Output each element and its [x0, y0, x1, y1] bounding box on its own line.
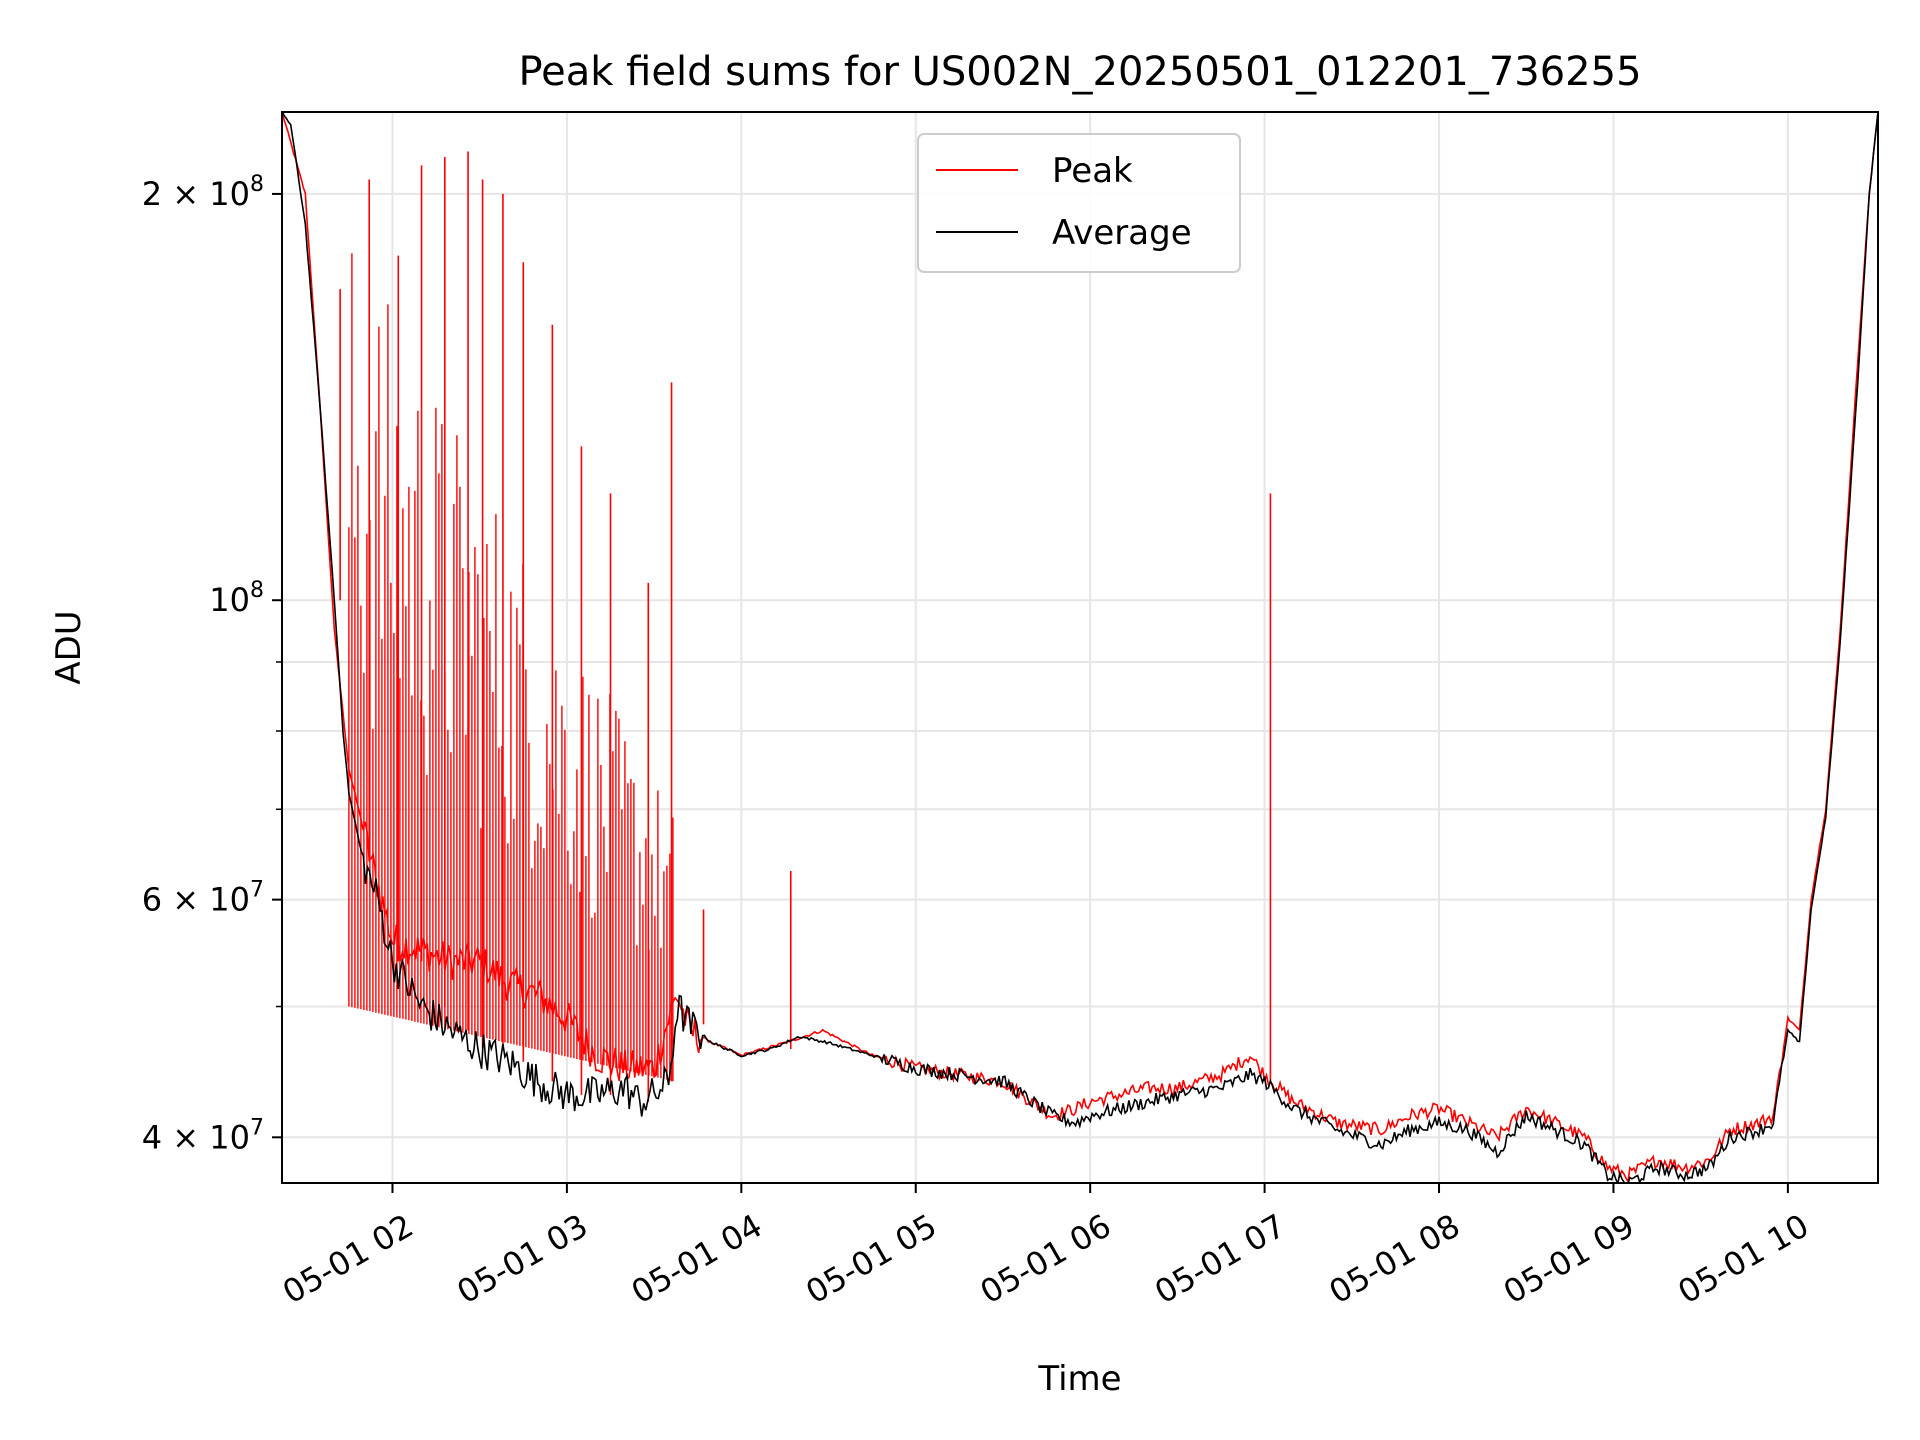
legend-label-average: Average: [1052, 213, 1192, 253]
series-layer: [282, 112, 1878, 1183]
series-average-line: [282, 112, 1878, 1183]
y-tick-label: 2 × 108: [142, 172, 264, 213]
series-peak-line: [282, 112, 1878, 1183]
plot-frame: [281, 111, 1879, 1184]
grid-lines: [282, 112, 1878, 1183]
x-axis-label: Time: [1037, 1359, 1121, 1399]
y-axis: 4 × 107 6 × 107 108 2 × 108: [142, 172, 282, 1156]
y-axis-label: ADU: [49, 610, 89, 684]
legend: Peak Average: [917, 133, 1241, 273]
y-tick-label: 108: [209, 578, 264, 619]
legend-label-peak: Peak: [1052, 151, 1133, 191]
y-tick-label: 6 × 107: [142, 878, 264, 919]
chart-title: Peak field sums for US002N_20250501_0122…: [518, 49, 1641, 95]
y-tick-label: 4 × 107: [142, 1115, 264, 1156]
legend-box: [917, 133, 1241, 273]
series-peak-spikes: [339, 151, 1272, 1102]
series-peak-bursts: [348, 253, 674, 1082]
